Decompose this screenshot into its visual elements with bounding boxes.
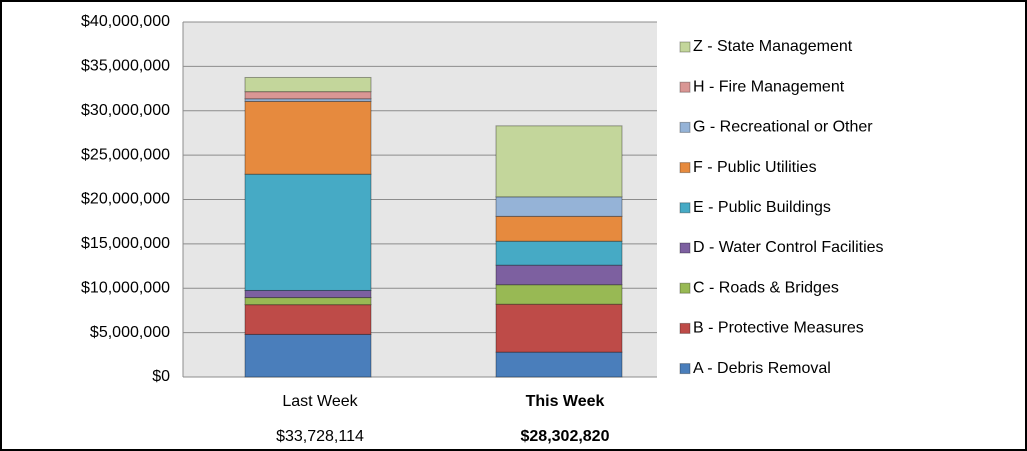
bar-segment [244,76,372,93]
bar-segment [244,297,372,306]
legend-swatch [679,202,691,214]
legend-label: Z - State Management [693,38,853,55]
bar-segment [244,100,372,175]
legend-label: C - Roads & Bridges [693,279,839,296]
legend-swatch [679,121,691,133]
bar-segment [244,289,372,299]
y-tick-label: $25,000,000 [81,146,170,163]
legend-swatch [679,242,691,254]
legend-label: F - Public Utilities [693,159,817,176]
legend-label: E - Public Buildings [693,199,831,216]
legend-label: H - Fire Management [693,78,845,95]
bar-segment [495,351,623,378]
legend-label: B - Protective Measures [693,320,864,337]
legend-swatch [679,81,691,93]
bar-segment [495,196,623,217]
y-tick-label: $20,000,000 [81,191,170,208]
total-label: $33,728,114 [276,428,364,445]
bar-segment [244,173,372,291]
bar-segment [244,304,372,335]
legend-swatch [679,282,691,294]
y-tick-label: $40,000,000 [81,13,170,30]
legend-swatch [679,363,691,375]
bar-segment [244,91,372,100]
bar-segment [495,264,623,286]
bar-segment [244,98,372,102]
y-tick-label: $35,000,000 [81,58,170,75]
bar-segment [495,125,623,198]
y-tick-label: $5,000,000 [90,324,170,341]
legend-swatch [679,162,691,174]
y-tick-label: $30,000,000 [81,102,170,119]
y-tick-label: $10,000,000 [81,279,170,296]
legend-label: D - Water Control Facilities [693,239,884,256]
bar-segment [495,240,623,266]
x-tick-label: This Week [526,393,605,410]
legend-swatch [679,41,691,53]
legend-swatch [679,322,691,334]
y-tick-label: $0 [152,368,170,385]
bar-segment [244,333,372,378]
bar-segment [495,215,623,242]
bar-segment [495,303,623,353]
y-tick-label: $15,000,000 [81,235,170,252]
total-label: $28,302,820 [521,428,610,445]
bar-segment [495,284,623,305]
legend-label: A - Debris Removal [693,360,831,377]
x-tick-label: Last Week [282,393,358,410]
legend-label: G - Recreational or Other [693,119,873,136]
